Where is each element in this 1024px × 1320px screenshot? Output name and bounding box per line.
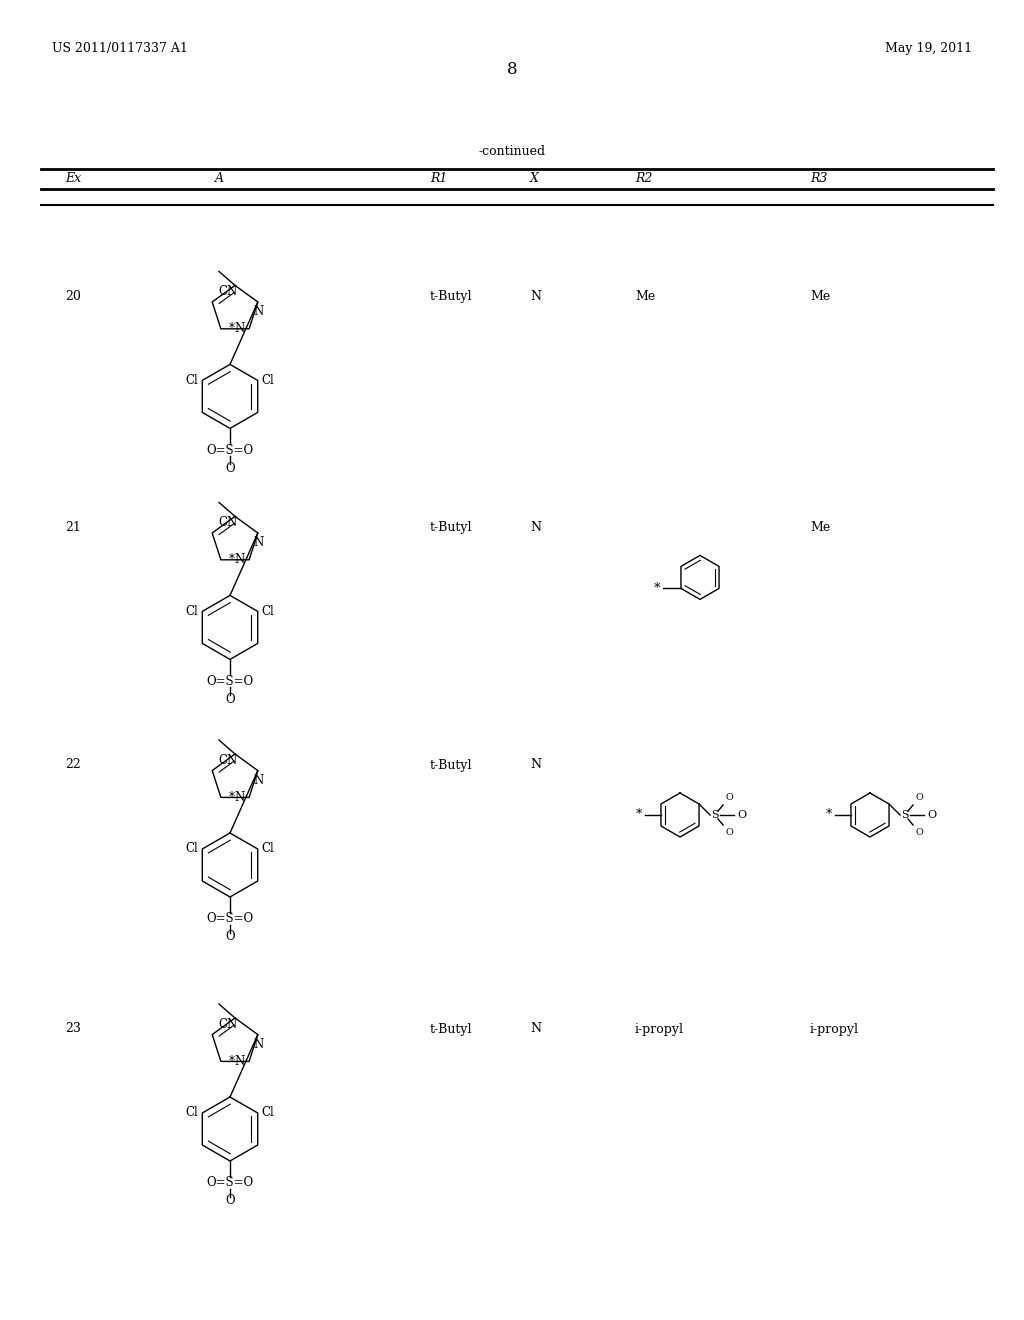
Text: S: S xyxy=(901,810,909,820)
Text: 23: 23 xyxy=(65,1023,81,1035)
Text: N: N xyxy=(234,791,245,804)
Text: Cl: Cl xyxy=(185,374,199,387)
Text: O: O xyxy=(225,693,234,706)
Text: 21: 21 xyxy=(65,521,81,533)
Text: O: O xyxy=(915,793,923,803)
Text: *: * xyxy=(229,322,234,335)
Text: Cl: Cl xyxy=(262,842,274,855)
Text: CN: CN xyxy=(218,754,238,767)
Text: X: X xyxy=(530,173,539,185)
Text: N: N xyxy=(530,759,541,771)
Text: 22: 22 xyxy=(65,759,81,771)
Text: N: N xyxy=(530,290,541,302)
Text: CN: CN xyxy=(218,285,238,298)
Text: Cl: Cl xyxy=(185,1106,199,1119)
Text: *: * xyxy=(825,808,831,821)
Text: Me: Me xyxy=(810,290,830,302)
Text: CN: CN xyxy=(218,1018,238,1031)
Text: R2: R2 xyxy=(635,173,652,185)
Text: *: * xyxy=(653,582,659,595)
Text: *: * xyxy=(229,791,234,804)
Text: N: N xyxy=(234,1055,245,1068)
Text: *: * xyxy=(229,553,234,566)
Text: Cl: Cl xyxy=(262,605,274,618)
Text: US 2011/0117337 A1: US 2011/0117337 A1 xyxy=(52,42,187,55)
Text: O: O xyxy=(737,810,746,820)
Text: N: N xyxy=(254,774,264,787)
Text: Me: Me xyxy=(635,290,655,302)
Text: 8: 8 xyxy=(507,62,517,78)
Text: N: N xyxy=(234,322,245,335)
Text: t-Butyl: t-Butyl xyxy=(430,1023,472,1035)
Text: O: O xyxy=(725,828,733,837)
Text: O: O xyxy=(225,931,234,944)
Text: O: O xyxy=(915,828,923,837)
Text: N: N xyxy=(254,536,264,549)
Text: Me: Me xyxy=(810,521,830,533)
Text: i-propyl: i-propyl xyxy=(635,1023,684,1035)
Text: O=S=O: O=S=O xyxy=(207,1176,254,1189)
Text: Cl: Cl xyxy=(262,1106,274,1119)
Text: Cl: Cl xyxy=(185,605,199,618)
Text: N: N xyxy=(254,1038,264,1051)
Text: R1: R1 xyxy=(430,173,447,185)
Text: A: A xyxy=(215,173,224,185)
Text: Ex: Ex xyxy=(65,173,81,185)
Text: O: O xyxy=(225,462,234,475)
Text: CN: CN xyxy=(218,516,238,529)
Text: Cl: Cl xyxy=(185,842,199,855)
Text: N: N xyxy=(254,305,264,318)
Text: O=S=O: O=S=O xyxy=(207,675,254,688)
Text: Cl: Cl xyxy=(262,374,274,387)
Text: N: N xyxy=(530,521,541,533)
Text: N: N xyxy=(234,553,245,566)
Text: O: O xyxy=(927,810,936,820)
Text: S: S xyxy=(712,810,719,820)
Text: O: O xyxy=(725,793,733,803)
Text: *: * xyxy=(636,808,642,821)
Text: t-Butyl: t-Butyl xyxy=(430,759,472,771)
Text: -continued: -continued xyxy=(478,145,546,158)
Text: *: * xyxy=(229,1055,234,1068)
Text: R3: R3 xyxy=(810,173,827,185)
Text: 20: 20 xyxy=(65,290,81,302)
Text: i-propyl: i-propyl xyxy=(810,1023,859,1035)
Text: O=S=O: O=S=O xyxy=(207,912,254,925)
Text: t-Butyl: t-Butyl xyxy=(430,290,472,302)
Text: N: N xyxy=(530,1023,541,1035)
Text: O: O xyxy=(225,1195,234,1208)
Text: May 19, 2011: May 19, 2011 xyxy=(885,42,972,55)
Text: O=S=O: O=S=O xyxy=(207,444,254,457)
Text: t-Butyl: t-Butyl xyxy=(430,521,472,533)
